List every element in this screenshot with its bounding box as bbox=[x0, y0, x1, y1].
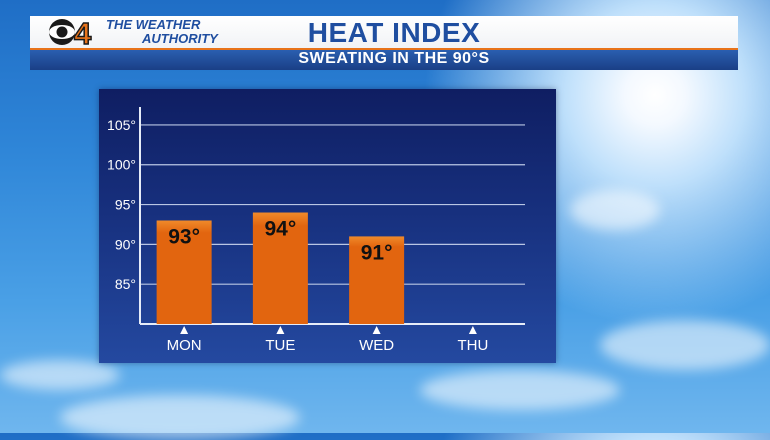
channel-number: 4 bbox=[74, 16, 92, 50]
x-tick-label: THU bbox=[457, 337, 488, 354]
cloud-decoration bbox=[420, 370, 620, 410]
tagline-line2: AUTHORITY bbox=[141, 31, 219, 46]
tick-marker-icon bbox=[180, 326, 189, 334]
header-bar bbox=[30, 16, 738, 48]
page-title: HEAT INDEX bbox=[307, 17, 481, 48]
tick-marker-icon bbox=[276, 326, 285, 334]
subtitle-bar bbox=[30, 48, 738, 70]
cloud-decoration bbox=[600, 320, 770, 370]
bar-mon bbox=[156, 220, 212, 324]
cloud-decoration bbox=[570, 190, 660, 230]
y-tick-label: 95° bbox=[115, 197, 136, 213]
data-label: 94° bbox=[264, 218, 296, 241]
x-tick-label: TUE bbox=[265, 337, 295, 354]
chart-panel: 85° 90° 95° 100° 105° 93° MON 94° TUE 91° WED THU bbox=[99, 89, 556, 363]
heat-index-chart: 85° 90° 95° 100° 105° 93° MON 94° TUE 91° WED THU bbox=[107, 107, 525, 354]
y-tick-label: 100° bbox=[107, 157, 136, 173]
page-subtitle: SWEATING IN THE 90°S bbox=[298, 50, 490, 67]
x-tick-label: WED bbox=[359, 337, 394, 354]
tagline-line1: THE WEATHER bbox=[106, 17, 201, 32]
bar-tue bbox=[252, 212, 308, 324]
data-label: 93° bbox=[168, 225, 200, 248]
data-label: 91° bbox=[361, 241, 393, 264]
cloud-decoration bbox=[60, 395, 300, 440]
tick-marker-icon bbox=[372, 326, 381, 334]
y-tick-label: 105° bbox=[107, 117, 136, 133]
tick-marker-icon bbox=[468, 326, 477, 334]
cloud-decoration bbox=[0, 360, 120, 390]
station-logo: 4 THE WEATHER AUTHORITY bbox=[49, 15, 219, 50]
bar-wed bbox=[349, 236, 405, 324]
y-tick-label: 90° bbox=[115, 236, 136, 252]
y-tick-label: 85° bbox=[115, 276, 136, 292]
x-tick-label: MON bbox=[167, 337, 202, 354]
